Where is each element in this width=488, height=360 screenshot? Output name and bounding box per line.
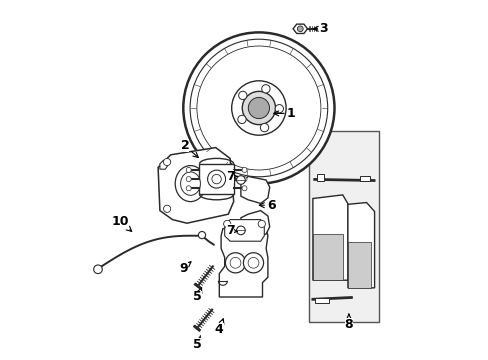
Circle shape	[297, 26, 303, 32]
Polygon shape	[158, 148, 233, 223]
Polygon shape	[160, 160, 168, 169]
Circle shape	[243, 253, 263, 273]
Text: 10: 10	[111, 215, 131, 231]
Circle shape	[247, 257, 258, 268]
Circle shape	[198, 231, 205, 239]
Circle shape	[207, 170, 225, 188]
Text: 7: 7	[225, 170, 237, 183]
Bar	[359, 176, 370, 181]
Bar	[316, 174, 323, 180]
Bar	[314, 297, 328, 303]
Circle shape	[238, 91, 246, 100]
Circle shape	[163, 205, 170, 212]
Circle shape	[242, 176, 246, 181]
Polygon shape	[347, 203, 374, 288]
Text: 5: 5	[193, 288, 202, 303]
Ellipse shape	[175, 166, 205, 202]
Bar	[309, 131, 379, 322]
Circle shape	[230, 257, 241, 268]
Text: 9: 9	[179, 262, 191, 275]
Circle shape	[242, 186, 246, 191]
Circle shape	[248, 98, 269, 118]
Circle shape	[223, 220, 230, 228]
Circle shape	[163, 158, 170, 166]
Polygon shape	[219, 229, 267, 297]
Circle shape	[94, 265, 102, 274]
Ellipse shape	[180, 172, 200, 195]
Circle shape	[197, 46, 320, 170]
Bar	[199, 164, 233, 194]
Circle shape	[258, 220, 265, 228]
Circle shape	[186, 167, 191, 172]
Circle shape	[236, 176, 244, 184]
Circle shape	[225, 253, 245, 273]
Text: 1: 1	[273, 107, 295, 120]
Circle shape	[211, 174, 221, 184]
Text: 6: 6	[259, 199, 275, 212]
Polygon shape	[241, 211, 269, 238]
Circle shape	[190, 39, 327, 177]
Bar	[312, 234, 342, 280]
Text: 2: 2	[181, 139, 198, 158]
Text: 5: 5	[193, 336, 202, 351]
Circle shape	[236, 226, 244, 235]
Polygon shape	[241, 176, 269, 203]
Circle shape	[186, 176, 191, 181]
Circle shape	[275, 104, 283, 113]
Text: 8: 8	[344, 314, 352, 330]
Text: 7: 7	[225, 224, 237, 237]
Circle shape	[260, 123, 268, 132]
Bar	[347, 242, 370, 288]
Circle shape	[261, 85, 269, 93]
Circle shape	[186, 186, 191, 191]
Circle shape	[231, 81, 285, 135]
Circle shape	[183, 32, 334, 184]
Text: 3: 3	[313, 22, 327, 35]
Text: 4: 4	[215, 319, 224, 336]
Polygon shape	[292, 24, 307, 33]
Polygon shape	[312, 195, 347, 280]
Circle shape	[242, 167, 246, 172]
Circle shape	[242, 91, 275, 125]
Circle shape	[237, 115, 245, 123]
Polygon shape	[224, 220, 264, 241]
